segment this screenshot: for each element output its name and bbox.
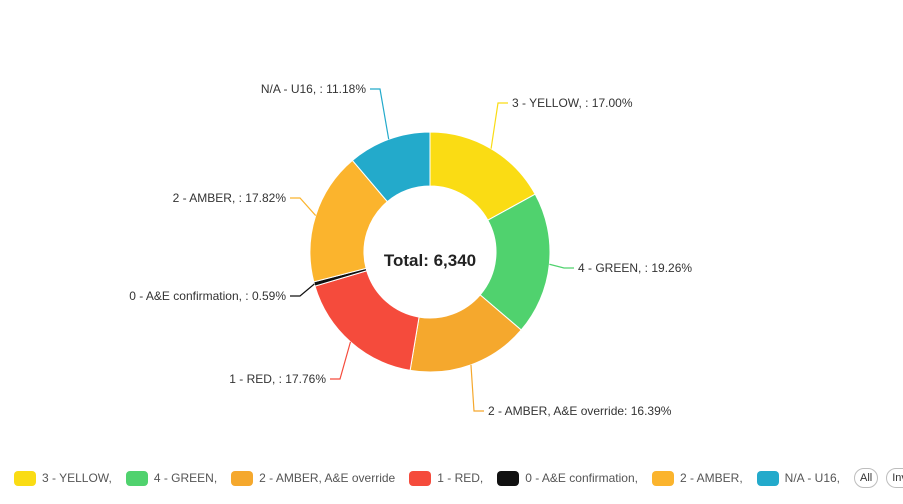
label-connector — [490, 102, 508, 149]
legend-swatch — [125, 470, 148, 486]
legend-item[interactable]: 4 - GREEN, — [125, 470, 218, 486]
legend-swatch — [231, 470, 254, 486]
legend: 3 - YELLOW, 4 - GREEN, 2 - AMBER, A&E over… — [0, 463, 903, 493]
legend-item[interactable]: 2 - AMBER, A&E override — [231, 470, 396, 486]
legend-item[interactable]: 3 - YELLOW, — [14, 470, 112, 486]
label-connector — [370, 88, 390, 140]
legend-label: 4 - GREEN, — [153, 471, 218, 485]
label-connector — [330, 341, 352, 380]
legend-item[interactable]: N/A - U16, — [756, 470, 841, 486]
slice-data-label: 2 - AMBER, : 17.82% — [173, 191, 287, 205]
legend-item[interactable]: 2 - AMBER, — [651, 470, 743, 486]
label-connector — [549, 263, 574, 269]
slice-data-label: 0 - A&E confirmation, : 0.59% — [129, 289, 286, 303]
pie-slice[interactable] — [351, 131, 431, 203]
center-total-label: Total: 6,340 — [384, 251, 476, 270]
legend-item[interactable]: 1 - RED, — [409, 470, 484, 486]
legend-label: 0 - A&E confirmation, — [525, 471, 638, 485]
legend-all-button[interactable]: All — [854, 468, 879, 488]
legend-item[interactable]: 0 - A&E confirmation, — [497, 470, 638, 486]
pie-slice[interactable] — [314, 270, 420, 371]
slice-data-label: N/A - U16, : 11.18% — [261, 82, 366, 96]
legend-label: N/A - U16, — [784, 471, 841, 485]
slice-data-label: 1 - RED, : 17.76% — [229, 372, 326, 386]
donut-chart: 3 - YELLOW, : 17.00% 4 - GREEN, : 19.26% 2… — [129, 82, 692, 418]
legend-swatch — [651, 470, 674, 486]
legend-swatch — [756, 470, 779, 486]
legend-swatch — [497, 470, 520, 486]
legend-label: 2 - AMBER, A&E override — [259, 471, 396, 485]
slice-data-label: 2 - AMBER, A&E override: 16.39% — [488, 404, 672, 418]
legend-label: 3 - YELLOW, — [42, 471, 112, 485]
legend-label: 2 - AMBER, — [679, 471, 743, 485]
label-connector — [470, 364, 484, 412]
label-connector — [290, 283, 315, 297]
legend-invert-button[interactable]: Inv — [886, 468, 903, 488]
chart-svg: 3 - YELLOW, : 17.00% 4 - GREEN, : 19.26% 2… — [129, 82, 692, 418]
legend-swatch — [14, 470, 36, 486]
slice-data-label: 3 - YELLOW, : 17.00% — [512, 96, 633, 110]
label-connector — [290, 197, 317, 216]
legend-swatch — [409, 470, 432, 486]
slice-data-label: 4 - GREEN, : 19.26% — [578, 261, 692, 275]
legend-label: 1 - RED, — [437, 471, 484, 485]
